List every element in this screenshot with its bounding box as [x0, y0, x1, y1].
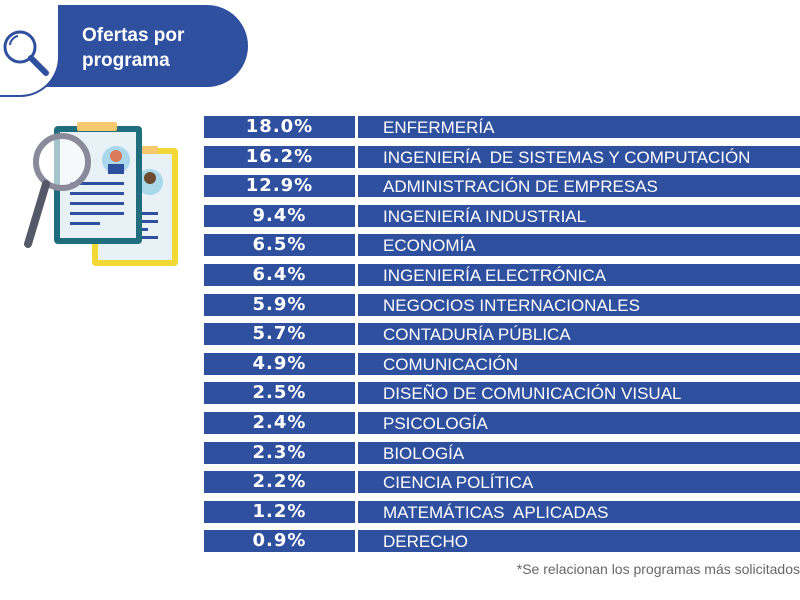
table-row: 2.3% BIOLOGÍA [204, 441, 800, 464]
program-name-cell: MATEMÁTICAS APLICADAS [358, 500, 800, 523]
table-row: 16.2% INGENIERÍA DE SISTEMAS Y COMPUTACIÓ… [204, 145, 800, 168]
percentage-cell: 2.3% [204, 441, 355, 464]
percentage-cell: 5.9% [204, 293, 355, 316]
percentage-cell: 2.4% [204, 411, 355, 434]
footnote: *Se relacionan los programas más solicit… [516, 561, 800, 577]
program-name-cell: INGENIERÍA DE SISTEMAS Y COMPUTACIÓN [358, 145, 800, 168]
program-name-cell: INGENIERÍA INDUSTRIAL [358, 204, 800, 227]
table-row: 6.5% ECONOMÍA [204, 234, 800, 257]
program-name-cell: DISEÑO DE COMUNICACIÓN VISUAL [358, 382, 800, 405]
program-name-cell: DERECHO [358, 530, 800, 553]
table-row: 2.4% PSICOLOGÍA [204, 411, 800, 434]
percentage-cell: 2.5% [204, 382, 355, 405]
search-icon [3, 30, 49, 76]
title-line-1: Ofertas por [82, 25, 185, 46]
program-offers-table: 18.0% ENFERMERÍA 16.2% INGENIERÍA DE SISTEM… [204, 116, 800, 560]
program-name-cell: COMUNICACIÓN [358, 352, 800, 375]
percentage-cell: 0.9% [204, 530, 355, 553]
percentage-cell: 6.4% [204, 263, 355, 286]
program-name-cell: NEGOCIOS INTERNACIONALES [358, 293, 800, 316]
table-row: 4.9% COMUNICACIÓN [204, 352, 800, 375]
program-name-cell: ENFERMERÍA [358, 116, 800, 138]
table-row: 5.9% NEGOCIOS INTERNACIONALES [204, 293, 800, 316]
percentage-cell: 12.9% [204, 175, 355, 198]
program-name-cell: INGENIERÍA ELECTRÓNICA [358, 263, 800, 286]
table-row: 6.4% INGENIERÍA ELECTRÓNICA [204, 263, 800, 286]
program-name-cell: PSICOLOGÍA [358, 411, 800, 434]
percentage-cell: 2.2% [204, 471, 355, 494]
table-row: 2.5% DISEÑO DE COMUNICACIÓN VISUAL [204, 382, 800, 405]
header-banner: Ofertas por programa [0, 5, 248, 97]
program-name-cell: ADMINISTRACIÓN DE EMPRESAS [358, 175, 800, 198]
percentage-cell: 4.9% [204, 352, 355, 375]
program-name-cell: CONTADURÍA PÚBLICA [358, 323, 800, 346]
table-row: 1.2% MATEMÁTICAS APLICADAS [204, 500, 800, 523]
percentage-cell: 5.7% [204, 323, 355, 346]
table-row: 18.0% ENFERMERÍA [204, 116, 800, 138]
program-name-cell: CIENCIA POLÍTICA [358, 471, 800, 494]
page-title: Ofertas por programa [82, 23, 184, 73]
table-row: 0.9% DERECHO [204, 530, 800, 553]
table-row: 12.9% ADMINISTRACIÓN DE EMPRESAS [204, 175, 800, 198]
header-icon-badge [0, 5, 60, 97]
table-row: 5.7% CONTADURÍA PÚBLICA [204, 323, 800, 346]
table-row: 2.2% CIENCIA POLÍTICA [204, 471, 800, 494]
percentage-cell: 1.2% [204, 500, 355, 523]
program-name-cell: ECONOMÍA [358, 234, 800, 257]
title-line-2: programa [82, 50, 170, 71]
percentage-cell: 6.5% [204, 234, 355, 257]
percentage-cell: 16.2% [204, 145, 355, 168]
table-row: 9.4% INGENIERÍA INDUSTRIAL [204, 204, 800, 227]
program-name-cell: BIOLOGÍA [358, 441, 800, 464]
percentage-cell: 18.0% [204, 116, 355, 138]
resume-magnifier-illustration [24, 122, 178, 266]
percentage-cell: 9.4% [204, 204, 355, 227]
